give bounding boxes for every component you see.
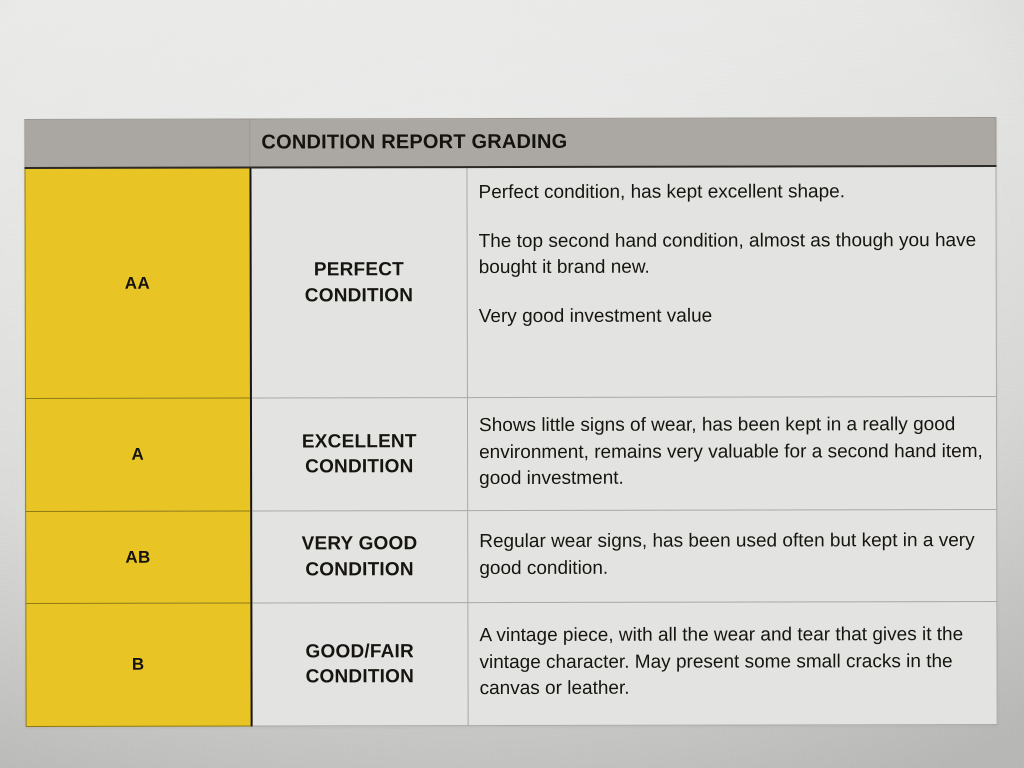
grade-cell-ab: AB	[25, 511, 251, 604]
description-cell-b: A vintage piece, with all the wear and t…	[467, 601, 998, 726]
grade-cell-aa: AA	[24, 167, 251, 399]
grade-cell-b: B	[25, 603, 252, 727]
description-paragraph: Perfect condition, has kept excellent sh…	[478, 181, 846, 204]
header-row: CONDITION REPORT GRADING	[24, 117, 996, 169]
table-row: AA PERFECT CONDITION Perfect condition, …	[24, 165, 997, 399]
condition-name-cell-b: GOOD/FAIR CONDITION	[250, 602, 469, 727]
condition-name-line2: CONDITION	[305, 558, 414, 580]
description-paragraph: Regular wear signs, has been used often …	[479, 529, 975, 579]
header-blank-cell	[24, 119, 250, 169]
condition-name-line1: EXCELLENT	[301, 431, 417, 453]
table-header: CONDITION REPORT GRADING	[24, 117, 996, 169]
condition-name-line2: CONDITION	[304, 284, 414, 306]
description-paragraph: A vintage piece, with all the wear and t…	[479, 624, 964, 700]
condition-name-line2: CONDITION	[305, 666, 415, 688]
condition-name-cell-aa: PERFECT CONDITION	[249, 167, 468, 399]
condition-name-cell-a: EXCELLENT CONDITION	[250, 397, 468, 512]
table-body: AA PERFECT CONDITION Perfect condition, …	[24, 165, 998, 727]
condition-name-line2: CONDITION	[305, 456, 414, 478]
condition-name-line1: PERFECT	[313, 259, 404, 281]
description-paragraph: Shows little signs of wear, has been kep…	[478, 414, 983, 490]
condition-name-cell-ab: VERY GOOD CONDITION	[250, 510, 468, 604]
description-paragraph: The top second hand condition, almost as…	[478, 229, 977, 279]
table-row: B GOOD/FAIR CONDITION A vintage piece, w…	[25, 601, 998, 727]
page-title: CONDITION REPORT GRADING	[249, 117, 996, 168]
condition-name-line1: GOOD/FAIR	[305, 641, 414, 663]
grade-cell-a: A	[25, 398, 251, 512]
description-cell-aa: Perfect condition, has kept excellent sh…	[466, 165, 997, 398]
condition-name-line1: VERY GOOD	[301, 533, 418, 555]
condition-report-grading-table: CONDITION REPORT GRADING AA PERFECT COND…	[24, 117, 998, 727]
table-row: AB VERY GOOD CONDITION Regular wear sign…	[25, 509, 997, 604]
table-row: A EXCELLENT CONDITION Shows little signs…	[25, 396, 997, 512]
description-cell-ab: Regular wear signs, has been used often …	[467, 509, 997, 603]
description-cell-a: Shows little signs of wear, has been kep…	[467, 396, 997, 511]
description-paragraph: Very good investment value	[478, 305, 713, 327]
